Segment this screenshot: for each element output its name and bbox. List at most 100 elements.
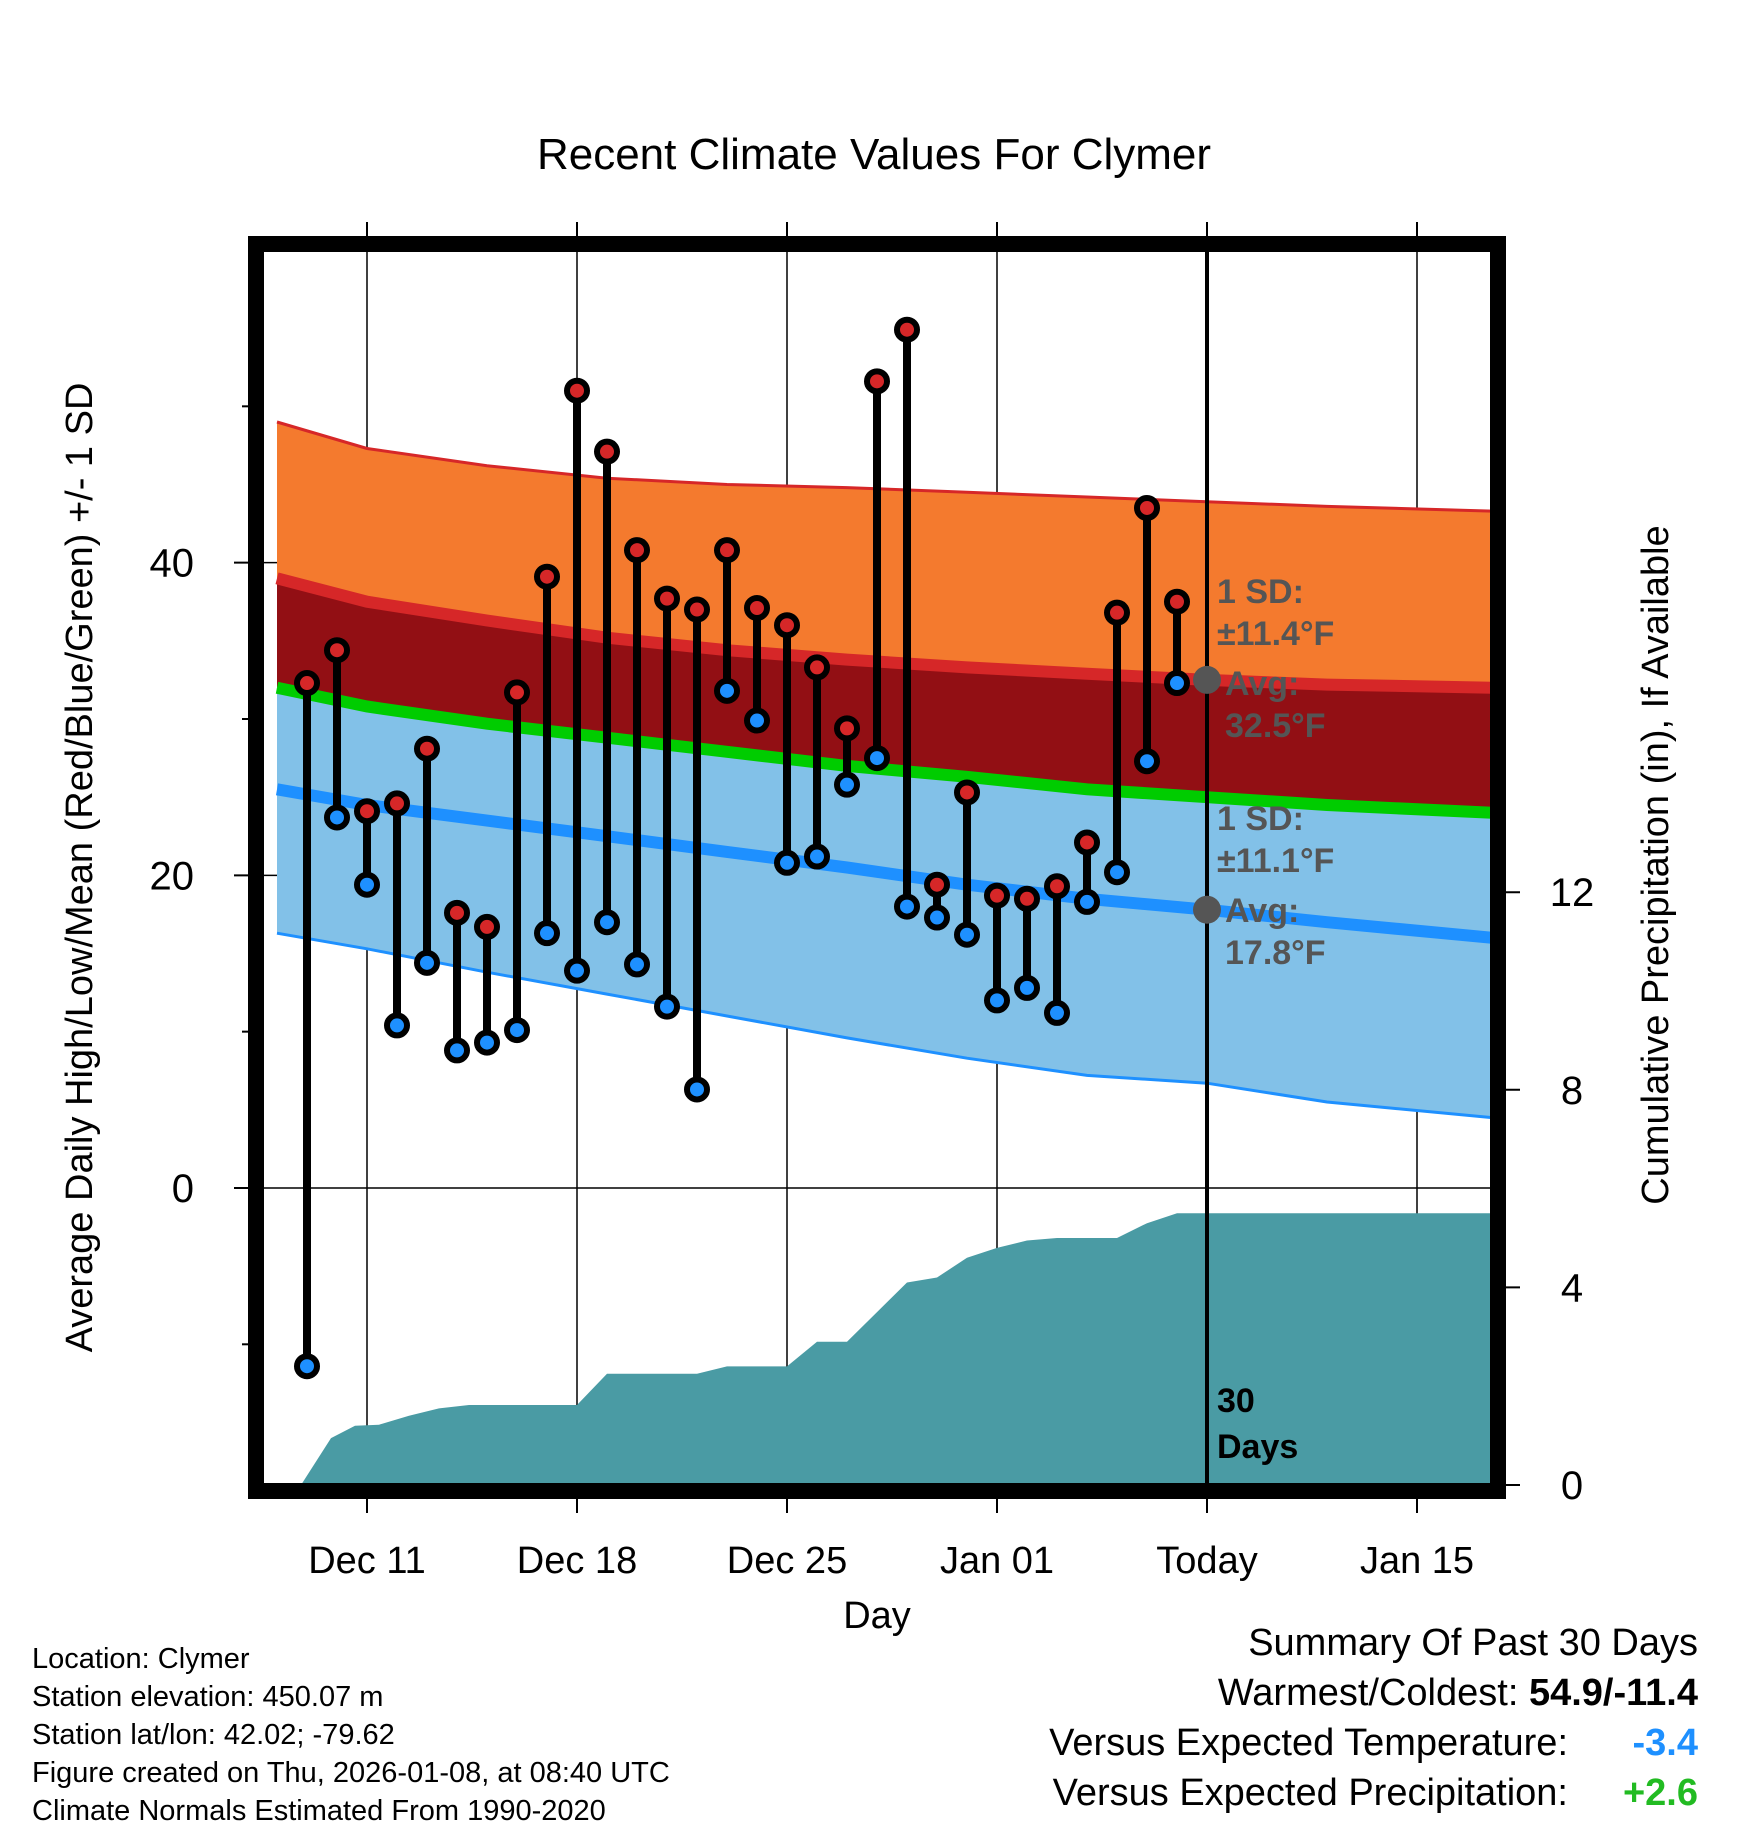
y-left-tick-label: 20 bbox=[150, 854, 195, 898]
daily-high-point bbox=[324, 637, 350, 664]
daily-range-bars bbox=[294, 250, 1221, 1485]
daily-low-point bbox=[954, 921, 980, 948]
daily-high-point bbox=[654, 585, 680, 612]
daily-low-point bbox=[564, 957, 590, 984]
latlon-text: Station lat/lon: 42.02; -79.62 bbox=[32, 1719, 395, 1751]
summary-precip-label: Versus Expected Precipitation: bbox=[1052, 1772, 1568, 1814]
daily-low-point bbox=[654, 993, 680, 1020]
plot-border bbox=[248, 236, 1506, 1499]
y-right-axis-label: Cumulative Precipitation (in), If Availa… bbox=[1635, 525, 1677, 1204]
chart-title: Recent Climate Values For Clymer bbox=[536, 130, 1212, 179]
daily-high-point bbox=[1044, 873, 1070, 900]
warm-cold-label: Warmest/Coldest: bbox=[1217, 1672, 1519, 1714]
low-sd-label: 1 SD: bbox=[1217, 800, 1304, 838]
summary-precip-value: +2.6 bbox=[1622, 1772, 1698, 1814]
precip-area bbox=[301, 1213, 1492, 1485]
high-sd-value: ±11.4°F bbox=[1217, 615, 1334, 653]
daily-high-point bbox=[894, 316, 920, 343]
daily-high-point bbox=[684, 596, 710, 623]
axes: Dec 11 Dec 18 Dec 25 Jan 01 Today Jan 15 Day 0 2… bbox=[59, 222, 1677, 1637]
daily-high-point bbox=[804, 654, 830, 681]
daily-low-point bbox=[1044, 999, 1070, 1026]
daily-low-point bbox=[534, 920, 560, 947]
daily-low-point bbox=[1104, 859, 1130, 886]
daily-high-point bbox=[774, 612, 800, 639]
daily-low-point bbox=[294, 1353, 320, 1380]
low-avg-value: 17.8°F bbox=[1225, 934, 1326, 972]
high-sd-edge-line bbox=[276, 420, 1492, 513]
daily-high-point bbox=[294, 670, 320, 697]
daily-high-point bbox=[444, 899, 470, 926]
daily-low-point bbox=[684, 1076, 710, 1103]
footer-info: Location: Clymer Station elevation: 450.… bbox=[32, 1640, 670, 1830]
y-right-tick-label: 8 bbox=[1561, 1069, 1583, 1113]
daily-low-point bbox=[324, 804, 350, 831]
window-days-number: 30 bbox=[1217, 1382, 1255, 1420]
summary-warm-cold: Warmest/Coldest: 54.9/-11.4 bbox=[1218, 1672, 1698, 1715]
daily-low-point bbox=[1164, 670, 1190, 697]
daily-high-point bbox=[504, 679, 530, 706]
high-avg-marker bbox=[1193, 665, 1221, 694]
daily-low-point bbox=[354, 871, 380, 898]
daily-high-point bbox=[834, 715, 860, 742]
x-tick-label: Today bbox=[1156, 1540, 1257, 1582]
high-avg-label: Avg: bbox=[1225, 665, 1299, 703]
daily-high-point bbox=[624, 537, 650, 564]
daily-high-point bbox=[1134, 494, 1160, 521]
daily-low-point bbox=[984, 987, 1010, 1014]
daily-low-point bbox=[834, 771, 860, 798]
daily-low-point bbox=[774, 849, 800, 876]
daily-high-point bbox=[1074, 829, 1100, 856]
x-tick-label: Jan 15 bbox=[1360, 1540, 1474, 1582]
daily-high-point bbox=[594, 438, 620, 465]
x-tick-label: Jan 01 bbox=[940, 1540, 1054, 1582]
daily-high-point bbox=[714, 537, 740, 564]
y-left-axis-label: Average Daily High/Low/Mean (Red/Blue/Gr… bbox=[59, 383, 101, 1353]
y-right-tick-label: 12 bbox=[1550, 871, 1595, 915]
daily-high-point bbox=[1164, 588, 1190, 615]
created-text: Figure created on Thu, 2026-01-08, at 08… bbox=[32, 1757, 670, 1789]
elevation-text: Station elevation: 450.07 m bbox=[32, 1681, 384, 1713]
daily-low-point bbox=[594, 909, 620, 936]
x-axis-label: Day bbox=[843, 1595, 911, 1637]
normal-high-line bbox=[275, 572, 1492, 694]
x-tick-label: Dec 25 bbox=[727, 1540, 847, 1582]
y-left-tick-label: 0 bbox=[172, 1167, 194, 1211]
daily-low-point bbox=[894, 893, 920, 920]
daily-high-point bbox=[354, 798, 380, 825]
low-sd-value: ±11.1°F bbox=[1217, 842, 1334, 880]
daily-high-point bbox=[984, 882, 1010, 909]
daily-low-point bbox=[624, 951, 650, 978]
summary-temp-value: -3.4 bbox=[1632, 1722, 1698, 1764]
daily-low-point bbox=[1134, 748, 1160, 775]
low-avg-marker bbox=[1193, 895, 1221, 924]
daily-low-point bbox=[924, 904, 950, 931]
daily-high-point bbox=[924, 871, 950, 898]
warm-cold-value: 54.9/-11.4 bbox=[1528, 1672, 1698, 1714]
y-right-tick-label: 0 bbox=[1561, 1464, 1583, 1508]
normal-low-line bbox=[275, 783, 1492, 944]
daily-high-point bbox=[564, 377, 590, 404]
daily-high-point bbox=[414, 735, 440, 762]
x-tick-label: Dec 18 bbox=[517, 1540, 637, 1582]
daily-high-point bbox=[384, 790, 410, 817]
high-avg-value: 32.5°F bbox=[1225, 707, 1326, 745]
low-sd-edge-line bbox=[276, 931, 1492, 1120]
precipitation-area bbox=[301, 1213, 1492, 1485]
daily-low-point bbox=[504, 1017, 530, 1044]
daily-low-point bbox=[1074, 888, 1100, 915]
window-days-label: Days bbox=[1217, 1428, 1298, 1466]
annotations: 1 SD: ±11.4°F Avg: 32.5°F 1 SD: ±11.1°F Avg: 17… bbox=[1217, 573, 1334, 1466]
daily-low-point bbox=[474, 1029, 500, 1056]
location-text: Location: Clymer bbox=[32, 1643, 250, 1675]
daily-low-point bbox=[384, 1012, 410, 1039]
daily-high-point bbox=[1104, 599, 1130, 626]
daily-low-point bbox=[444, 1037, 470, 1064]
summary-temp-label: Versus Expected Temperature: bbox=[1049, 1722, 1568, 1764]
plot-frame bbox=[248, 236, 1506, 1499]
high-sd-label: 1 SD: bbox=[1217, 573, 1304, 611]
daily-high-point bbox=[1014, 885, 1040, 912]
normals-text: Climate Normals Estimated From 1990-2020 bbox=[32, 1795, 606, 1827]
daily-low-point bbox=[414, 949, 440, 976]
